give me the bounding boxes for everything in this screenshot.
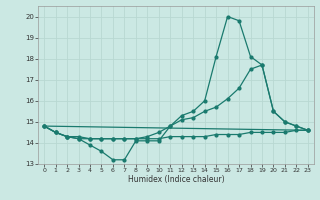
X-axis label: Humidex (Indice chaleur): Humidex (Indice chaleur) xyxy=(128,175,224,184)
